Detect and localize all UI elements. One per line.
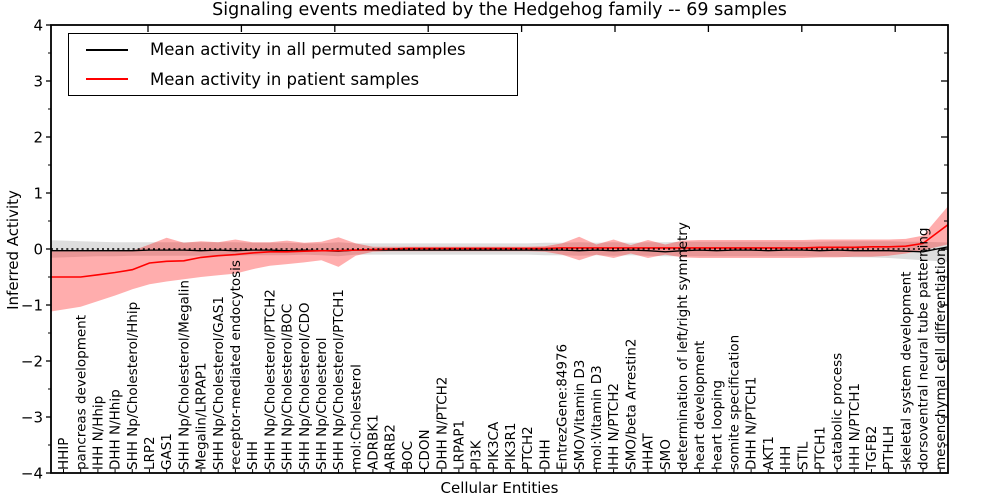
x-tick-label: mol:Vitamin D3 xyxy=(589,365,605,470)
x-tick-label: somite specification xyxy=(727,335,743,470)
legend-item-patient: Mean activity in patient samples xyxy=(69,65,517,93)
y-tick-label: 1 xyxy=(33,185,43,203)
legend: Mean activity in all permuted samples Me… xyxy=(68,33,518,96)
x-tick-label: GAS1 xyxy=(159,433,175,470)
x-tick-label: IHH xyxy=(778,446,794,470)
x-tick-label: SHH Np/Cholesterol/PTCH2 xyxy=(262,289,278,470)
x-tick-label: PIK3R1 xyxy=(503,422,519,470)
patient-samples-range-band xyxy=(51,206,948,312)
x-tick-label: AKT1 xyxy=(761,436,777,470)
x-tick-label: SHH Np/Cholesterol/BOC xyxy=(280,304,296,470)
permuted-samples-range-band xyxy=(51,240,948,262)
x-tick-label: TGFB2 xyxy=(864,426,880,471)
x-tick-label: LRP2 xyxy=(142,436,158,470)
x-tick-label: ADRBK1 xyxy=(366,414,382,470)
y-tick-label: −2 xyxy=(21,353,43,371)
x-tick-label: SHH xyxy=(245,441,261,470)
x-tick-label: LRPAP1 xyxy=(451,420,467,470)
x-tick-label: DHH N/PTCH1 xyxy=(744,377,760,470)
x-tick-label: EntrezGene:84976 xyxy=(555,344,571,470)
x-tick-label: heart looping xyxy=(709,380,725,470)
x-tick-label: SMO/Vitamin D3 xyxy=(572,360,588,470)
y-tick-label: −1 xyxy=(21,297,43,315)
y-tick-label: −4 xyxy=(21,465,43,483)
patient-line-swatch xyxy=(86,78,128,81)
x-tick-label: receptor-mediated endocytosis xyxy=(228,260,244,470)
chart-title: Signaling events mediated by the Hedgeho… xyxy=(212,0,787,20)
x-tick-label: SHH Np/Cholesterol/GAS1 xyxy=(211,296,227,470)
x-tick-label: Megalin/LRPAP1 xyxy=(194,362,210,470)
y-tick-label: 4 xyxy=(33,17,43,35)
x-tick-label: IHH N/PTCH1 xyxy=(847,383,863,470)
x-tick-label: SHH Np/Cholesterol/Megalin xyxy=(176,280,192,470)
patient-mean-line xyxy=(51,224,948,278)
x-tick-label: PI3K xyxy=(469,439,485,470)
x-tick-label: dorsoventral neural tube patterning xyxy=(916,228,932,470)
x-tick-label: DHH N/PTCH2 xyxy=(434,377,450,470)
x-tick-label: SHH Np/Cholesterol xyxy=(314,337,330,470)
x-tick-label: mesenchymal cell differentiation xyxy=(933,248,949,470)
x-tick-label: SMO xyxy=(658,439,674,470)
x-tick-label: pancreas development xyxy=(73,315,89,470)
x-tick-label: determination of left/right symmetry xyxy=(675,222,691,470)
x-tick-label: CDON xyxy=(417,429,433,470)
x-tick-label: SHH Np/Cholesterol/PTCH1 xyxy=(331,289,347,470)
legend-label-permuted: Mean activity in all permuted samples xyxy=(150,40,466,60)
x-tick-label: IHH N/PTCH2 xyxy=(606,383,622,470)
x-tick-label: HHIP xyxy=(56,438,72,470)
x-tick-label: ARRB2 xyxy=(383,424,399,470)
x-tick-label: PIK3CA xyxy=(486,421,502,470)
x-tick-label: BOC xyxy=(400,441,416,470)
legend-item-permuted: Mean activity in all permuted samples xyxy=(69,36,517,64)
x-tick-label: PTCH2 xyxy=(520,426,536,470)
y-tick-label: 3 xyxy=(33,73,43,91)
x-tick-label: STIL xyxy=(795,441,811,470)
plot-region xyxy=(51,206,948,312)
x-tick-label: IHH N/Hhip xyxy=(90,396,106,470)
permuted-line-swatch xyxy=(86,48,128,51)
x-tick-label: DHH xyxy=(537,439,553,470)
x-tick-label: catabolic process xyxy=(830,353,846,470)
x-axis-label: Cellular Entities xyxy=(440,479,559,497)
x-tick-label: SHH Np/Cholesterol/CDO xyxy=(297,302,313,470)
x-tick-label: SHH Np/Cholesterol/Hhip xyxy=(125,302,141,470)
legend-label-patient: Mean activity in patient samples xyxy=(150,69,420,89)
x-tick-label: PTHLH xyxy=(881,426,897,470)
x-tick-label: skeletal system development xyxy=(898,271,914,470)
x-tick-label: mol:Cholesterol xyxy=(348,364,364,470)
y-tick-label: −3 xyxy=(21,409,43,427)
x-tick-label: heart development xyxy=(692,341,708,470)
y-tick-label: 2 xyxy=(33,129,43,147)
y-axis-label: Inferred Activity xyxy=(4,190,22,310)
x-tick-label: PTCH1 xyxy=(812,426,828,470)
x-tick-label: DHH N/Hhip xyxy=(108,389,124,470)
y-tick-label: 0 xyxy=(33,241,43,259)
x-tick-label: SMO/beta Arrestin2 xyxy=(623,339,639,470)
x-tick-label: HHAT xyxy=(641,433,657,470)
permuted-mean-line xyxy=(51,246,948,253)
axes-frame xyxy=(50,24,949,474)
